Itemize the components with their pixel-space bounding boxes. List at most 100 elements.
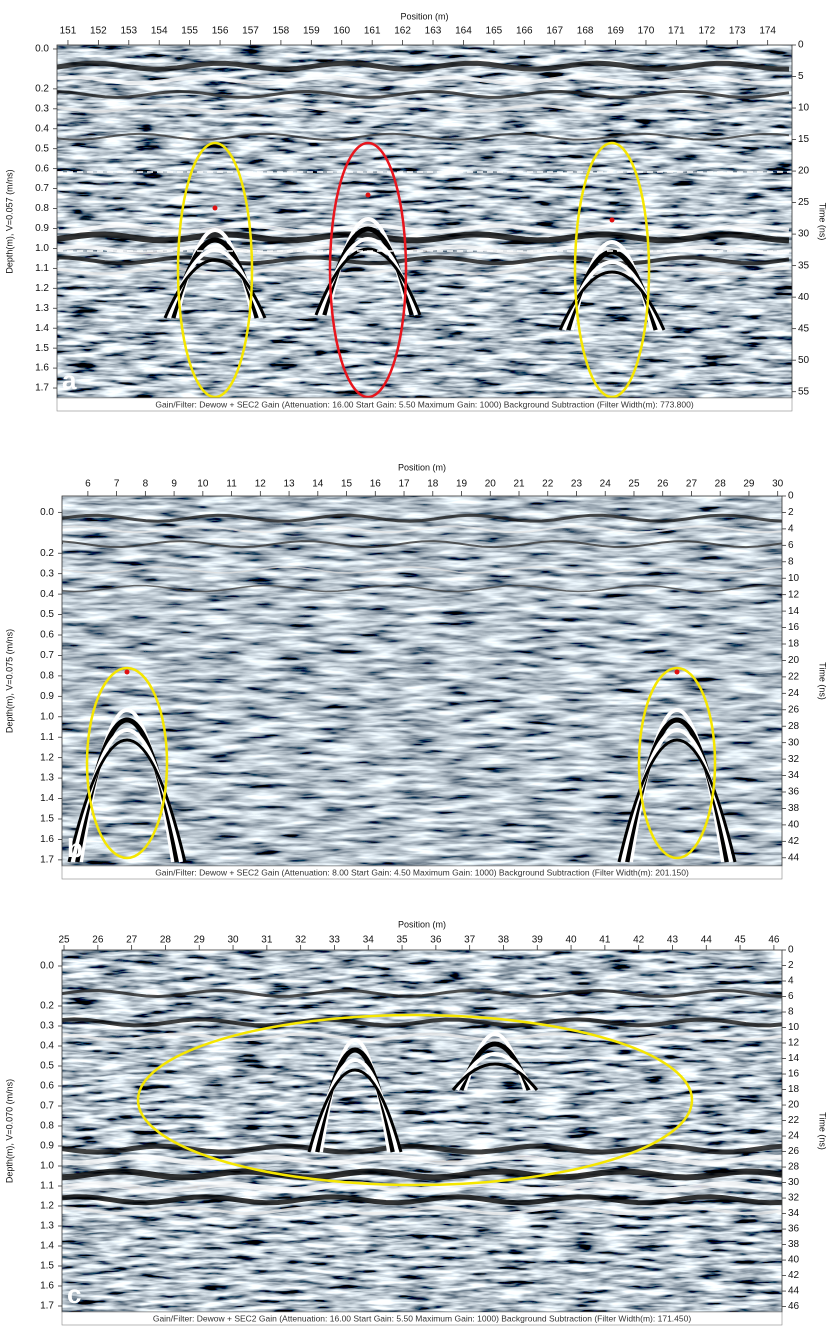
apex-dot xyxy=(674,669,680,675)
y2-tick-label: 35 xyxy=(798,260,810,271)
y2-axis-title: Time (ns) xyxy=(818,203,828,241)
x-tick-label: 31 xyxy=(261,935,273,946)
y2-tick-label: 38 xyxy=(788,803,800,814)
apex-dot xyxy=(124,669,130,675)
reflector-band xyxy=(62,1154,782,1166)
x-tick-label: 6 xyxy=(85,479,91,490)
y2-tick-label: 5 xyxy=(798,71,804,82)
annotation-ellipse xyxy=(573,141,651,399)
radargram-texture xyxy=(62,496,782,866)
y-tick-label: 0.4 xyxy=(40,1041,54,1052)
y-tick-label: 0.6 xyxy=(40,1081,54,1092)
y2-tick-label: 44 xyxy=(788,1286,800,1297)
reflector-band xyxy=(62,1017,782,1028)
x-tick-label: 30 xyxy=(772,479,784,490)
y2-tick-label: 14 xyxy=(788,1053,800,1064)
y2-tick-label: 30 xyxy=(788,737,800,748)
x-tick-label: 156 xyxy=(212,26,229,37)
y2-tick-label: 32 xyxy=(788,1193,800,1204)
x-tick-label: 13 xyxy=(284,479,296,490)
panel-label: c xyxy=(67,1279,81,1309)
gpr-panel: Position (m)6 7 8 9 10 11 12 13 14 15 16 17 18 19 20 21… xyxy=(4,462,828,880)
reflector-band xyxy=(57,266,790,276)
y2-tick-label: 10 xyxy=(788,573,800,584)
y2-tick-label: 20 xyxy=(788,1100,800,1111)
y-tick-label: 1.5 xyxy=(40,1261,54,1272)
y-tick-label: 0.9 xyxy=(40,691,54,702)
footer-box xyxy=(61,1311,783,1326)
y-tick-label: 0.0 xyxy=(40,961,54,972)
x-tick-label: 172 xyxy=(698,26,715,37)
y2-tick-label: 34 xyxy=(788,770,800,781)
y-tick-label: 0.6 xyxy=(35,163,49,174)
x-tick-label: 37 xyxy=(464,935,476,946)
y2-tick-label: 26 xyxy=(788,1146,800,1157)
y2-tick-label: 2 xyxy=(788,960,794,971)
y-tick-label: 0.8 xyxy=(40,671,54,682)
x-tick-label: 154 xyxy=(151,26,168,37)
y2-tick-label: 16 xyxy=(788,622,800,633)
reflector-band xyxy=(57,231,790,244)
reflector-band xyxy=(57,60,790,72)
hyperbola xyxy=(617,738,737,863)
footer-text: Gain/Filter: Dewow + SEC2 Gain (Attenuat… xyxy=(155,399,694,409)
x-tick-label: 46 xyxy=(768,935,780,946)
y2-tick-label: 10 xyxy=(788,1022,800,1033)
y-tick-label: 1.2 xyxy=(35,283,49,294)
y2-tick-label: 0 xyxy=(798,40,804,51)
y-tick-label: 1.6 xyxy=(35,363,49,374)
y2-tick-label: 8 xyxy=(788,556,794,567)
y2-tick-label: 40 xyxy=(788,1255,800,1266)
x-tick-label: 25 xyxy=(58,935,70,946)
reflector-band xyxy=(57,132,790,141)
y2-tick-label: 18 xyxy=(788,1084,800,1095)
x-tick-label: 7 xyxy=(114,479,120,490)
y-tick-label: 1.3 xyxy=(35,303,49,314)
x-tick-label: 43 xyxy=(667,935,679,946)
x-tick-label: 10 xyxy=(197,479,209,490)
apex-dot xyxy=(609,217,615,223)
y2-tick-label: 15 xyxy=(798,134,810,145)
x-tick-label: 33 xyxy=(329,935,341,946)
hyperbola xyxy=(163,258,267,319)
hyperbola xyxy=(451,1062,539,1091)
panel-label: a xyxy=(62,365,77,395)
y-tick-label: 0.4 xyxy=(40,589,54,600)
x-tick-label: 161 xyxy=(364,26,381,37)
x-tick-label: 45 xyxy=(735,935,747,946)
y-tick-label: 1.7 xyxy=(35,383,49,394)
x-tick-label: 168 xyxy=(577,26,594,37)
x-tick-label: 163 xyxy=(425,26,442,37)
radargram xyxy=(62,496,782,866)
y-tick-label: 1.3 xyxy=(40,773,54,784)
y2-tick-label: 28 xyxy=(788,1162,800,1173)
x-tick-label: 38 xyxy=(498,935,510,946)
y-tick-label: 1.1 xyxy=(40,1181,54,1192)
radargram xyxy=(57,45,792,398)
y-tick-label: 1.5 xyxy=(40,814,54,825)
x-tick-label: 19 xyxy=(456,479,468,490)
y2-tick-label: 4 xyxy=(788,524,794,535)
y2-tick-label: 55 xyxy=(798,386,810,397)
y-tick-label: 1.1 xyxy=(35,263,49,274)
y2-tick-label: 22 xyxy=(788,1115,800,1126)
hyperbola xyxy=(307,1068,403,1153)
x-tick-label: 34 xyxy=(363,935,375,946)
x-tick-label: 29 xyxy=(743,479,755,490)
y2-tick-label: 24 xyxy=(788,688,800,699)
y-tick-label: 0.5 xyxy=(40,1061,54,1072)
y2-tick-label: 40 xyxy=(788,820,800,831)
x-tick-label: 36 xyxy=(430,935,442,946)
gpr-panel: Position (m)25 26 27 28 29 30 31 32 33 34 35 36 37 38… xyxy=(4,919,828,1326)
x-tick-label: 162 xyxy=(394,26,411,37)
x-tick-label: 26 xyxy=(92,935,104,946)
x-tick-label: 27 xyxy=(686,479,698,490)
y2-tick-label: 2 xyxy=(788,507,794,518)
y2-tick-label: 18 xyxy=(788,639,800,650)
y2-tick-label: 12 xyxy=(788,1038,800,1049)
x-tick-label: 14 xyxy=(312,479,324,490)
y2-tick-label: 0 xyxy=(788,945,794,956)
y2-tick-label: 32 xyxy=(788,754,800,765)
reflector-band xyxy=(57,223,790,234)
